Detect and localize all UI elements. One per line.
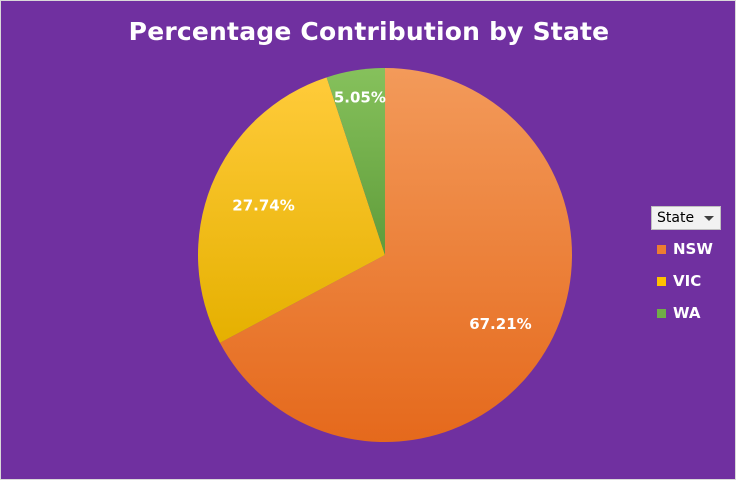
- legend-swatch-wa: [657, 308, 666, 318]
- data-label-wa: 5.05%: [334, 89, 386, 107]
- pie-slice-wa[interactable]: [326, 68, 385, 255]
- legend-filter-label: State: [657, 210, 695, 226]
- pie-data-labels: 67.21% 27.74% 5.05%: [232, 89, 531, 333]
- legend-swatch-vic: [657, 276, 666, 286]
- pie-slices: [197, 68, 572, 443]
- legend: NSW VIC WA: [657, 239, 727, 335]
- pie-slice-vic[interactable]: [197, 77, 385, 343]
- legend-label-vic: VIC: [673, 272, 702, 290]
- data-label-nsw: 67.21%: [469, 315, 531, 333]
- chart-title: Percentage Contribution by State: [128, 17, 610, 46]
- legend-filter-button[interactable]: State: [651, 206, 721, 230]
- data-label-vic: 27.74%: [232, 197, 294, 215]
- legend-item-vic[interactable]: VIC: [657, 271, 727, 291]
- dropdown-caret-icon[interactable]: [704, 216, 714, 221]
- legend-item-nsw[interactable]: NSW: [657, 239, 727, 259]
- legend-item-wa[interactable]: WA: [657, 303, 727, 323]
- legend-label-nsw: NSW: [673, 240, 713, 258]
- pie-slice-nsw[interactable]: [219, 68, 572, 443]
- legend-label-wa: WA: [673, 304, 701, 322]
- legend-swatch-nsw: [657, 244, 666, 254]
